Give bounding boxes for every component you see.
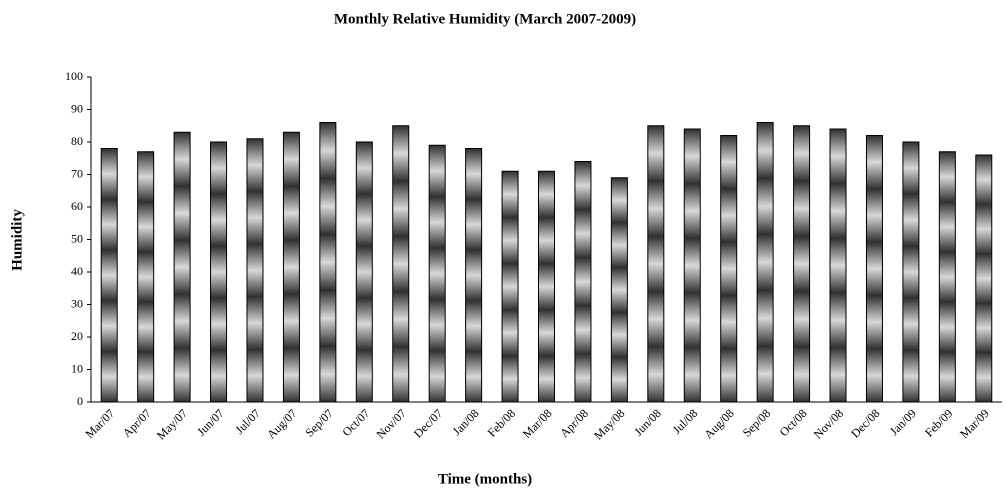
y-tick-label: 80: [71, 134, 83, 148]
x-tick-label: Nov/08: [811, 406, 846, 441]
y-tick-label: 20: [71, 329, 83, 343]
x-tick-label: May/08: [591, 406, 627, 442]
y-tick-label: 100: [65, 69, 83, 83]
bar: [938, 151, 956, 403]
bar: [173, 131, 191, 403]
bar: [392, 125, 410, 403]
bar: [465, 148, 483, 403]
bar: [683, 128, 701, 403]
x-tick-label: Sep/08: [740, 406, 773, 439]
bar: [647, 125, 665, 403]
bar: [538, 170, 555, 403]
y-tick-label: 60: [71, 199, 83, 213]
bar: [100, 148, 118, 403]
x-tick-label: Oct/07: [339, 406, 372, 439]
bar: [137, 151, 155, 403]
y-tick-label: 30: [71, 296, 83, 310]
x-tick-label: Mar/07: [82, 406, 117, 441]
y-tick-label: 40: [71, 264, 83, 278]
x-axis-label: Time (months): [438, 471, 532, 487]
x-tick-label: Jun/08: [631, 406, 664, 439]
x-tick-label: Sep/07: [302, 406, 335, 439]
bar: [574, 161, 592, 403]
x-tick-label: Dec/07: [411, 406, 445, 440]
x-tick-label: Aug/08: [701, 406, 736, 441]
bar: [720, 135, 738, 403]
y-tick-label: 0: [77, 394, 83, 408]
x-tick-label: Aug/07: [264, 406, 299, 441]
bar: [355, 141, 373, 403]
x-tick-label: Dec/08: [848, 406, 882, 440]
x-tick-label: Feb/09: [922, 406, 955, 439]
x-tick-label: Mar/09: [957, 406, 992, 441]
x-tick-label: Nov/07: [373, 406, 408, 441]
bar: [756, 122, 774, 403]
bar: [975, 154, 993, 403]
y-axis-label: Humidity: [9, 209, 25, 271]
bar: [793, 125, 811, 403]
bar: [902, 141, 920, 403]
bar: [282, 131, 300, 403]
bar: [319, 122, 337, 403]
y-tick-label: 90: [71, 101, 83, 115]
x-tick-label: Jul/08: [670, 406, 701, 437]
x-tick-label: Jun/07: [194, 406, 227, 439]
y-tick-label: 50: [71, 231, 83, 245]
bar: [210, 141, 228, 403]
x-tick-label: May/07: [154, 406, 190, 442]
bar: [428, 144, 446, 403]
y-tick-label: 70: [71, 166, 83, 180]
x-tick-label: Jul/07: [232, 406, 263, 437]
x-tick-label: Oct/08: [777, 406, 810, 439]
chart-title: Monthly Relative Humidity (March 2007-20…: [334, 11, 636, 27]
bar: [829, 128, 847, 403]
x-tick-label: Jan/09: [887, 406, 919, 438]
x-tick-label: Jan/08: [450, 406, 482, 438]
x-tick-label: Apr/07: [120, 406, 154, 440]
x-tick-label: Feb/08: [485, 406, 518, 439]
x-tick-label: Mar/08: [520, 406, 555, 441]
bar: [610, 177, 628, 403]
bar: [501, 170, 519, 403]
y-tick-label: 10: [71, 361, 83, 375]
bar: [865, 135, 883, 403]
bar: [246, 138, 264, 403]
x-tick-label: Apr/08: [557, 406, 591, 440]
